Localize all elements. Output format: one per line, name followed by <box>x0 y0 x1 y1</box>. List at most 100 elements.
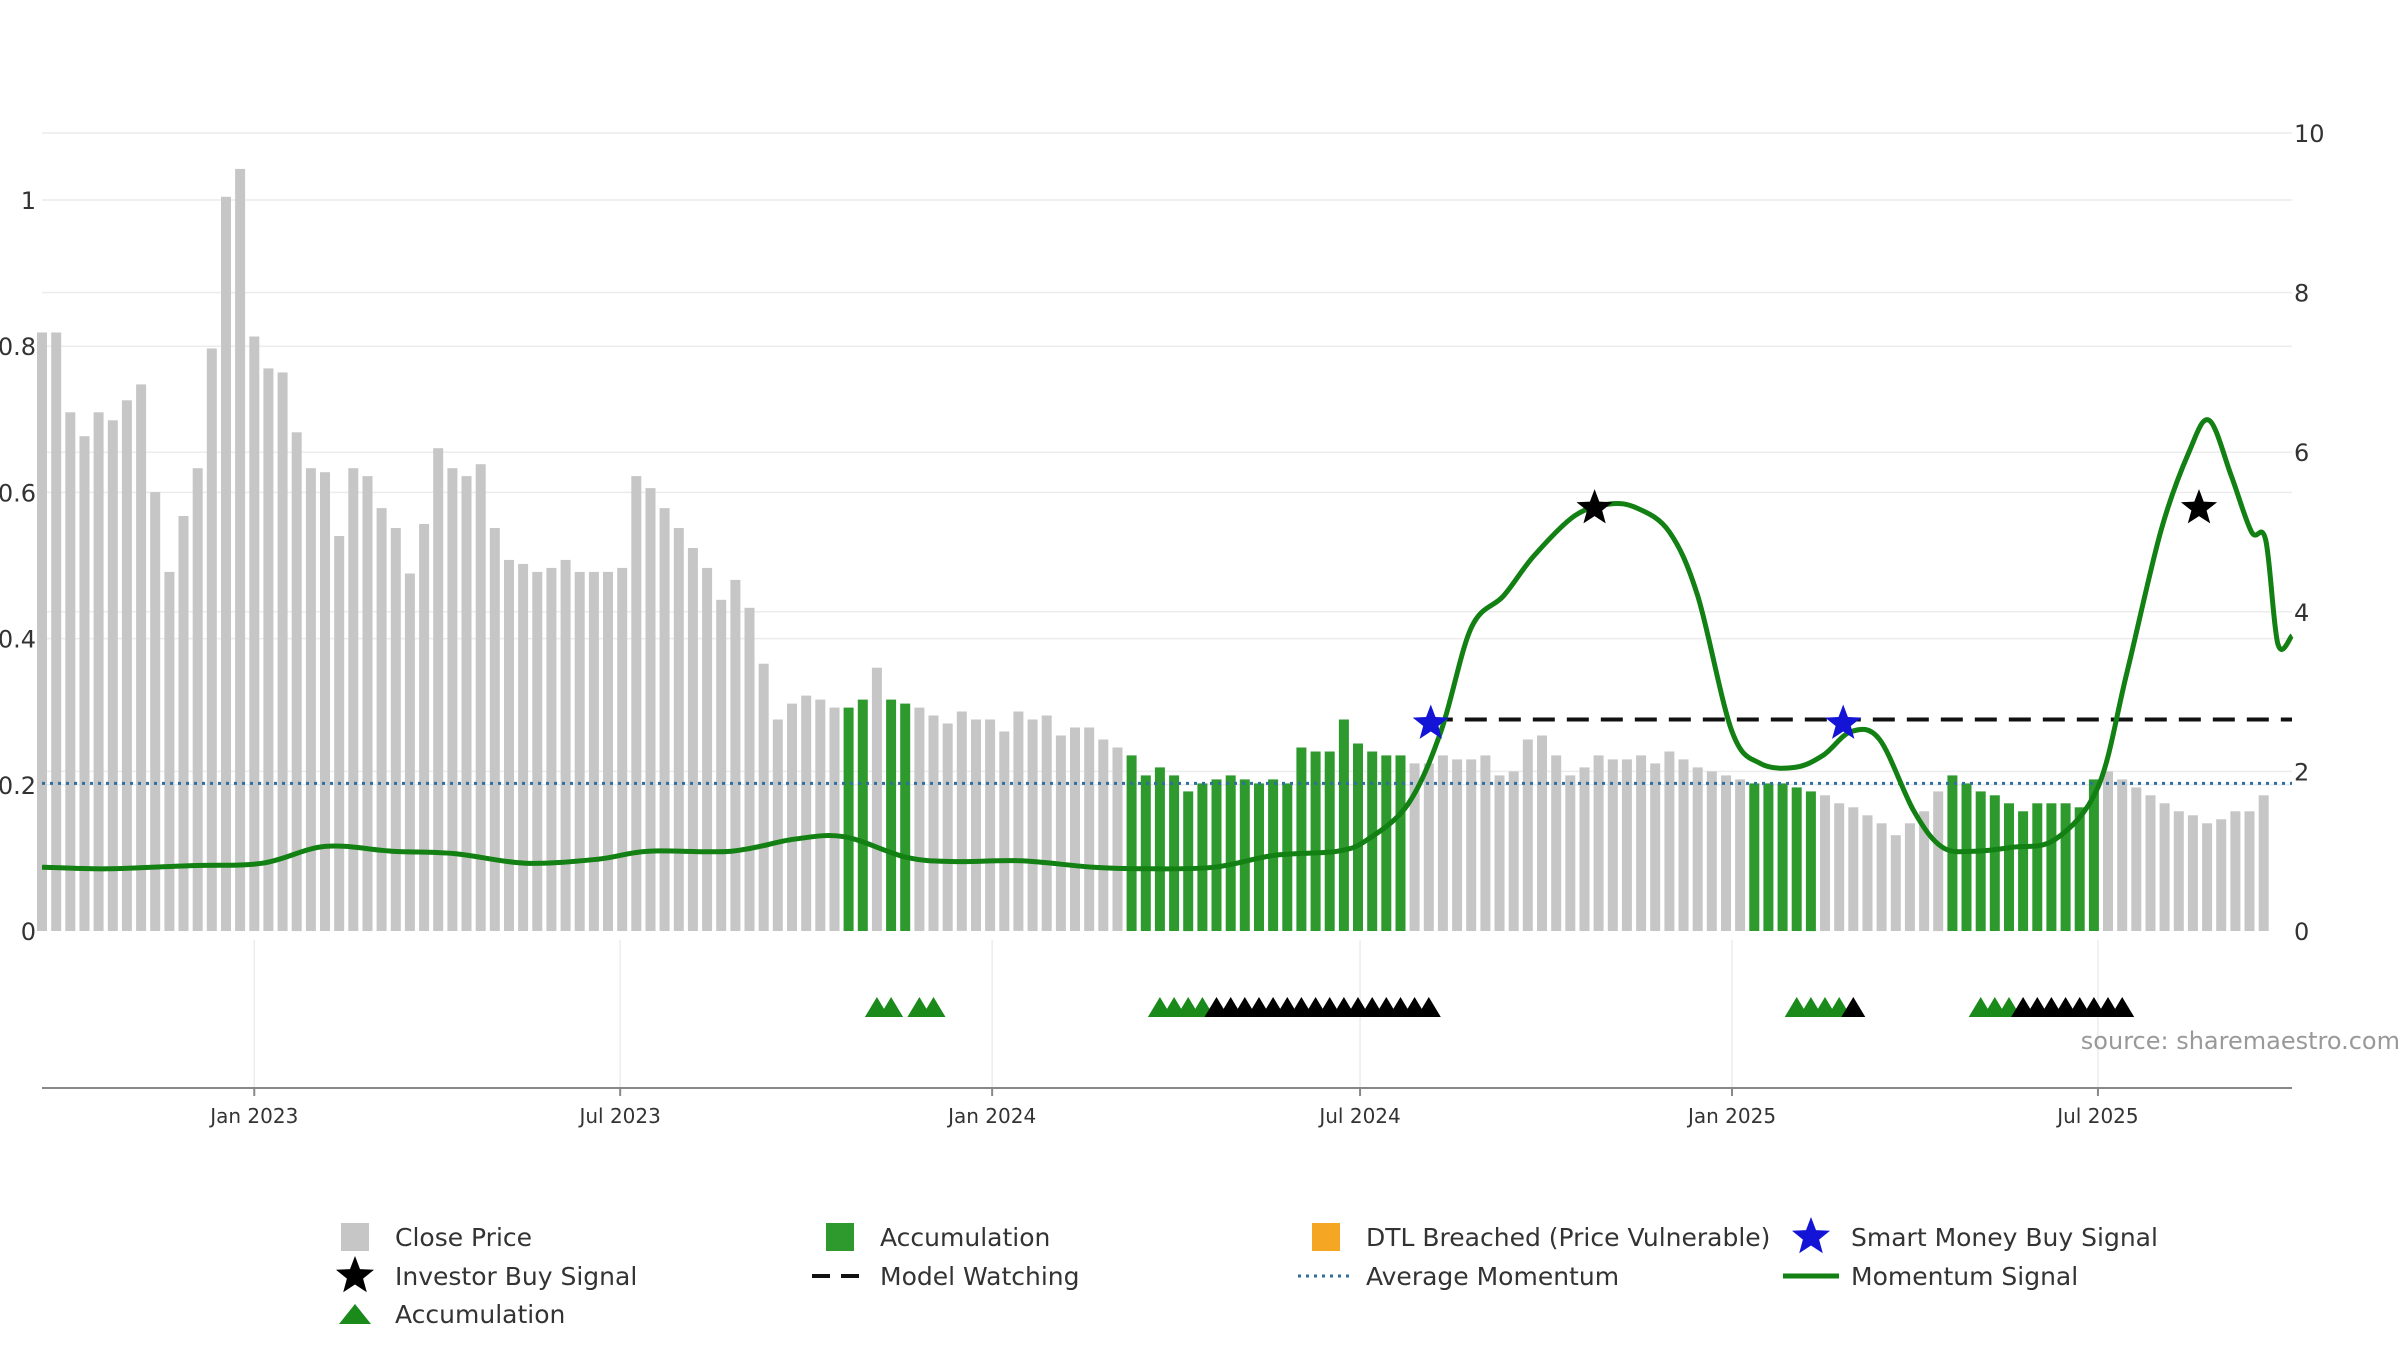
close-price-bar <box>716 599 727 931</box>
close-price-bar <box>518 563 529 931</box>
legend-item: Accumulation <box>339 1300 565 1329</box>
left-axis-tick-label: 0.4 <box>0 626 36 654</box>
accumulation-bar <box>1183 791 1194 932</box>
accumulation-bar <box>2088 779 2099 931</box>
accumulation-bar <box>900 703 911 931</box>
close-price-bar <box>2258 795 2269 931</box>
close-price-bar <box>1834 803 1845 931</box>
close-price-bar <box>532 571 543 931</box>
close-price-bar <box>2230 811 2241 931</box>
close-price-bar <box>744 607 755 931</box>
legend-swatch <box>341 1223 369 1251</box>
accumulation-bar <box>1975 791 1986 932</box>
legend: Close Price Accumulation DTL Breached (Pri… <box>336 1217 2158 1329</box>
close-price-bar <box>305 468 316 931</box>
close-price-bar <box>221 196 231 932</box>
close-price-bar <box>277 372 288 931</box>
close-price-bar <box>475 464 486 931</box>
close-price-bar <box>1452 759 1463 931</box>
accumulation-bar <box>1395 755 1406 931</box>
close-price-bar <box>489 528 500 931</box>
close-price-bar <box>574 571 585 931</box>
right-axis-tick-label: 10 <box>2294 120 2325 148</box>
x-axis-tick-label: Jan 2023 <box>208 1104 298 1128</box>
close-price-bar <box>730 579 741 931</box>
accumulation-bar <box>1225 775 1236 931</box>
accumulation-bar <box>1805 791 1816 932</box>
accumulation-bar <box>1381 755 1392 931</box>
close-price-bar <box>249 336 260 931</box>
close-price-bar <box>971 719 981 931</box>
close-price-bar <box>1466 759 1477 931</box>
close-price-bar <box>2244 811 2255 931</box>
close-price-bars <box>37 168 2269 932</box>
close-price-bar <box>1522 739 1533 931</box>
close-price-bar <box>914 707 925 931</box>
close-price-bar <box>1480 755 1491 931</box>
accumulation-bar <box>1367 751 1378 931</box>
accumulation-bar <box>2004 803 2014 931</box>
close-price-bar <box>376 508 387 931</box>
right-axis-tick-label: 4 <box>2294 599 2309 627</box>
accumulation-bar <box>1777 783 1788 931</box>
accumulation-bar <box>1126 755 1137 931</box>
close-price-bar <box>1027 719 1038 931</box>
accumulation-bar <box>2032 803 2043 931</box>
right-axis-tick-label: 2 <box>2294 758 2309 786</box>
close-price-bar <box>1579 767 1590 931</box>
accumulation-bar <box>1211 779 1222 931</box>
accumulation-bar <box>857 699 868 931</box>
close-price-bar <box>51 332 62 931</box>
accumulation-bar <box>1282 783 1293 931</box>
source-label: source: sharemaestro.com <box>2081 1027 2400 1055</box>
close-price-bar <box>787 703 797 931</box>
close-price-bar <box>1919 811 1930 931</box>
close-price-bar <box>631 476 642 931</box>
legend-label: Investor Buy Signal <box>395 1262 637 1291</box>
legend-star-swatch <box>1792 1217 1830 1254</box>
legend-swatch <box>826 1223 854 1251</box>
close-price-bar <box>362 476 373 931</box>
close-price-bar <box>206 348 217 931</box>
accumulation-bar <box>1353 743 1363 931</box>
close-price-bar <box>1437 755 1448 931</box>
right-axis-tick-label: 0 <box>2294 918 2309 946</box>
accumulation-bar <box>1763 783 1774 931</box>
legend-item: Accumulation <box>826 1223 1050 1252</box>
close-price-bar <box>1423 763 1434 931</box>
investor-buy-star <box>2180 489 2218 524</box>
x-axis-tick-label: Jul 2025 <box>2055 1104 2138 1128</box>
close-price-bar <box>2103 771 2113 931</box>
x-axis-tick-label: Jan 2025 <box>1686 1104 1776 1128</box>
accumulation-triangle <box>1841 997 1866 1017</box>
close-price-bar <box>1041 715 1052 931</box>
grid-lines <box>42 132 2292 1088</box>
close-price-bar <box>1494 775 1505 931</box>
left-axis-tick-label: 0.2 <box>0 772 36 800</box>
x-axis-tick-label: Jan 2024 <box>946 1104 1036 1128</box>
close-price-bar <box>1013 711 1024 931</box>
close-price-bar <box>1862 815 1873 931</box>
accumulation-triangle <box>2110 997 2135 1017</box>
right-axis-tick-label: 6 <box>2294 439 2309 467</box>
left-axis-tick-label: 0.8 <box>0 333 36 361</box>
close-price-bar <box>1508 771 1519 931</box>
legend-item: Smart Money Buy Signal <box>1792 1217 2158 1254</box>
close-price-bar <box>871 667 882 931</box>
accumulation-triangle <box>879 997 904 1017</box>
accumulation-bar <box>2046 803 2057 931</box>
close-price-bar <box>2216 819 2227 931</box>
accumulation-bar <box>2018 811 2029 931</box>
accumulation-bar <box>2074 807 2085 931</box>
investor-buy-star <box>1576 489 1613 524</box>
close-price-bar <box>617 567 628 931</box>
right-axis-tick-label: 8 <box>2294 280 2309 308</box>
accumulation-bar <box>843 707 854 931</box>
close-price-bar <box>1607 759 1618 931</box>
close-price-bar <box>1678 759 1689 931</box>
close-price-bar <box>348 468 359 931</box>
close-price-bar <box>1876 823 1887 931</box>
close-price-bar <box>150 492 161 931</box>
close-price-bar <box>1820 795 1830 931</box>
close-price-bar <box>1650 763 1661 931</box>
